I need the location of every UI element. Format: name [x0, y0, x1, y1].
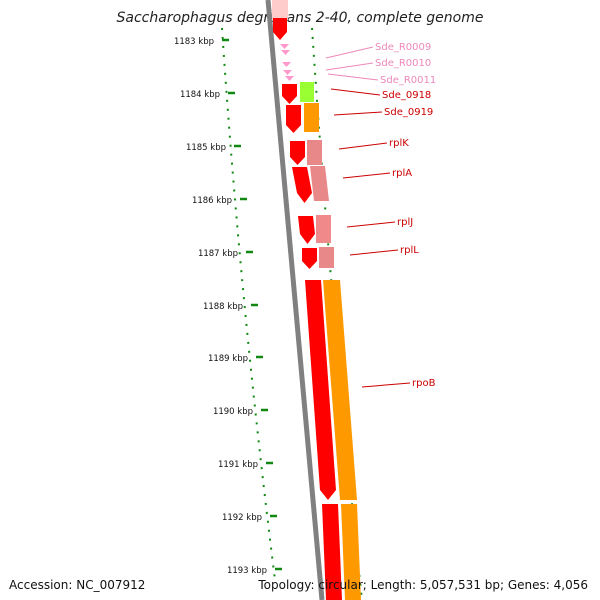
- feature-ortholog-rplk: [307, 140, 322, 165]
- feature-cds-rpla: [292, 167, 312, 203]
- gene-leader-line: [349, 249, 399, 256]
- gene-leader-line: [333, 111, 383, 116]
- gene-label[interactable]: rplL: [400, 245, 419, 256]
- feature-ortholog-rplj: [316, 215, 331, 243]
- gene-label[interactable]: Sde_R0010: [375, 58, 431, 69]
- scale-tick-label: 1186 kbp: [192, 196, 232, 206]
- feature-cds-rplk: [290, 141, 305, 165]
- scale-tick-label: 1183 kbp: [174, 37, 214, 47]
- gene-leader-line: [346, 221, 396, 228]
- feature-cds-top: [273, 18, 287, 40]
- gene-leader-line: [325, 62, 374, 71]
- genome-title: Saccharophagus degradans 2-40, complete …: [116, 10, 484, 26]
- gene-label[interactable]: Sde_0919: [384, 107, 433, 118]
- feature-ortholog-green: [300, 82, 314, 102]
- scale-tick-label: 1187 kbp: [198, 249, 238, 259]
- feature-cds-rpll: [302, 248, 317, 269]
- gene-leader-line: [361, 382, 411, 388]
- scale-tick-label: 1190 kbp: [213, 407, 253, 417]
- feature-ortholog-rpll: [319, 247, 334, 268]
- gene-label[interactable]: rplK: [389, 138, 409, 149]
- gene-leader-line: [325, 46, 374, 59]
- genome-backbone: [265, 0, 325, 600]
- gene-label[interactable]: rplJ: [397, 217, 413, 228]
- scale-tick-label: 1189 kbp: [208, 354, 248, 364]
- genome-summary-text: Topology: circular; Length: 5,057,531 bp…: [258, 578, 588, 592]
- scale-tick-label: 1185 kbp: [186, 143, 226, 153]
- gene-leader-line: [342, 172, 391, 179]
- feature-cds-rplj: [298, 216, 315, 244]
- gene-label[interactable]: rplA: [392, 168, 412, 179]
- gene-labels: Sde_R0009 Sde_R0010 Sde_R0011 Sde_0918 Sde_0…: [325, 42, 436, 389]
- gene-leader-line: [338, 142, 388, 150]
- feature-ortholog-rpob: [323, 280, 357, 500]
- scale-ticks: 1183 kbp 1184 kbp 1185 kbp 1186 kbp 1187 kbp…: [174, 37, 282, 576]
- accession-text: Accession: NC_007912: [9, 578, 146, 592]
- feature-top-band: [272, 0, 288, 20]
- scale-tick-label: 1191 kbp: [218, 460, 258, 470]
- feature-trna: [281, 50, 290, 55]
- feature-trna: [283, 70, 292, 75]
- gene-label[interactable]: Sde_R0011: [380, 75, 436, 86]
- feature-cds-next: [322, 504, 342, 600]
- feature-cds-sde0919: [286, 105, 301, 133]
- feature-ortholog-rpla: [310, 166, 329, 201]
- feature-cds-sde0918: [282, 84, 297, 104]
- feature-trna: [280, 44, 289, 49]
- feature-cds-rpob: [305, 280, 336, 500]
- gene-leader-line: [327, 73, 379, 81]
- feature-ortholog-next: [341, 504, 361, 600]
- feature-trna: [285, 76, 294, 81]
- scale-tick-label: 1188 kbp: [203, 302, 243, 312]
- scale-tick-label: 1193 kbp: [227, 566, 267, 576]
- gene-label[interactable]: rpoB: [412, 378, 436, 389]
- feature-ortholog-orange: [304, 103, 319, 132]
- gene-leader-line: [330, 88, 381, 96]
- gene-label[interactable]: Sde_0918: [382, 90, 431, 101]
- feature-track: [272, 0, 361, 600]
- feature-trna: [282, 62, 291, 67]
- scale-tick-label: 1192 kbp: [222, 513, 262, 523]
- scale-tick-label: 1184 kbp: [180, 90, 220, 100]
- gene-label[interactable]: Sde_R0009: [375, 42, 431, 53]
